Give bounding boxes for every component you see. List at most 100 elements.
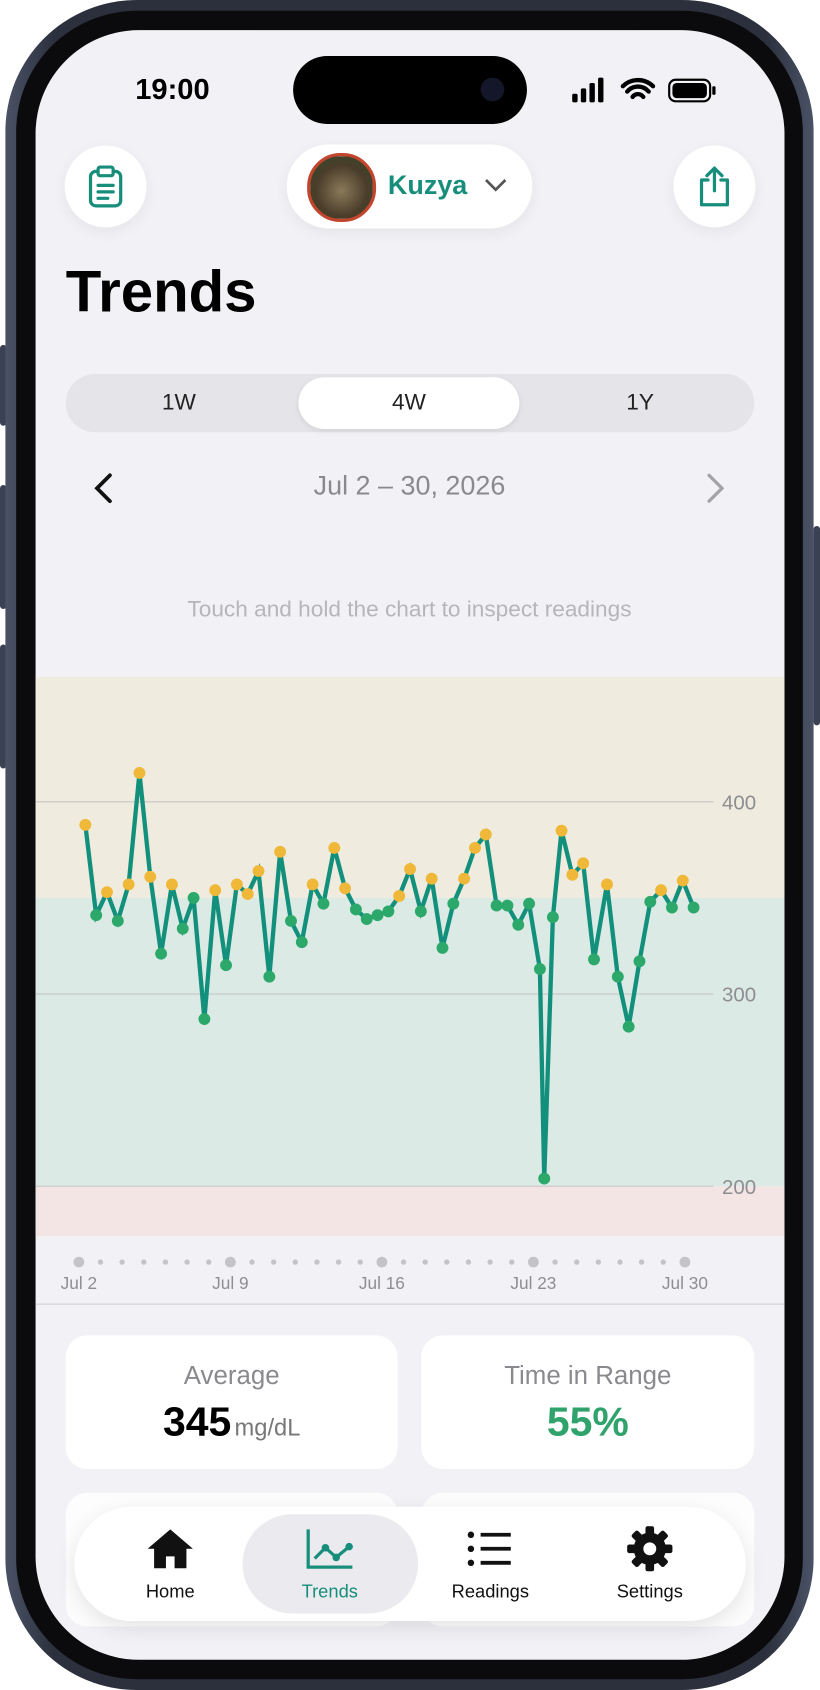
hint: Touch and hold the chart to inspect read…: [187, 597, 632, 622]
x-minor-tick: [141, 1259, 147, 1265]
tab-label: Trends: [301, 1581, 358, 1602]
x-tick-label: Jul 30: [662, 1273, 708, 1293]
reading-point: [512, 918, 525, 931]
band-high: [35, 676, 785, 898]
reading-point: [447, 897, 460, 910]
date-range: Jul 2 – 30, 2026: [313, 470, 506, 502]
camera: [480, 77, 505, 102]
stat-label: Average: [183, 1361, 280, 1391]
stat-card: Time in Range 55%: [421, 1335, 755, 1470]
segment-selected[interactable]: 4W: [298, 377, 520, 429]
reading-point: [371, 909, 384, 922]
reading-point: [79, 818, 92, 831]
x-minor-tick: [292, 1259, 298, 1265]
previous-button[interactable]: [91, 472, 117, 504]
segment[interactable]: 1Y: [626, 390, 654, 415]
pet-name: Kuzya: [387, 170, 468, 201]
x-minor-tick: [270, 1259, 277, 1265]
pet-avatar: [307, 153, 377, 223]
list-icon: [467, 1531, 511, 1567]
reading-point: [111, 915, 124, 927]
x-minor-tick: [162, 1259, 169, 1265]
pet-selector[interactable]: Kuzya: [286, 144, 533, 229]
chevron-down: [485, 179, 507, 192]
x-minor-tick: [206, 1259, 212, 1265]
x-minor-tick: [595, 1259, 602, 1265]
x-minor-tick: [97, 1259, 104, 1265]
reading-point: [144, 870, 157, 883]
x-minor-tick: [660, 1259, 666, 1265]
x-tick: [224, 1256, 236, 1268]
reading-point: [90, 909, 103, 922]
stat-label: Time in Range: [504, 1361, 672, 1391]
reading-point: [490, 899, 503, 912]
range-control: 1W 4W 1Y: [65, 373, 755, 433]
reading-point: [644, 895, 657, 908]
reading-point: [666, 901, 678, 914]
reading-point: [122, 878, 135, 891]
x-minor-tick: [314, 1259, 320, 1265]
reading-point: [393, 890, 406, 902]
stat-value: 345: [162, 1400, 232, 1446]
reading-point: [285, 915, 297, 927]
x-tick-label: Jul 2: [61, 1273, 97, 1293]
x-tick-label: Jul 23: [510, 1273, 556, 1293]
trend-chart[interactable]: 200 300 400 Jul 2 Jul 9 Jul 16 Jul 23 Jul 30: [35, 668, 785, 1315]
status-time: 19:00: [135, 73, 210, 106]
log-button[interactable]: [64, 145, 147, 228]
tab-home[interactable]: Home: [95, 1507, 246, 1603]
x-minor-tick: [509, 1259, 515, 1265]
reading-point: [577, 857, 590, 870]
trend-line: [83, 772, 696, 1179]
stat-card: Average 345 mg/dL: [65, 1335, 398, 1470]
x-minor-tick: [357, 1259, 363, 1265]
reading-point: [220, 959, 232, 972]
x-minor-tick: [552, 1259, 558, 1265]
reading-point: [425, 872, 438, 885]
x-tick: [528, 1256, 539, 1268]
tab-label: Readings: [451, 1581, 530, 1602]
reading-point: [555, 824, 568, 837]
reading-point: [601, 878, 613, 891]
band-low: [35, 1186, 785, 1237]
reading-point: [166, 878, 178, 891]
tab-settings[interactable]: Settings: [574, 1507, 725, 1603]
reading-point: [469, 842, 481, 854]
share-icon: [699, 166, 729, 207]
reading-point: [458, 872, 471, 885]
x-minor-tick: [184, 1259, 190, 1265]
reading-point: [687, 901, 700, 914]
reading-point: [187, 891, 200, 904]
reading-point: [339, 882, 352, 895]
reading-point: [176, 922, 189, 935]
reading-point: [209, 884, 222, 897]
reading-point: [382, 905, 395, 918]
x-minor-tick: [119, 1259, 125, 1265]
tab-readings[interactable]: Readings: [415, 1507, 566, 1603]
next-button[interactable]: [703, 472, 729, 504]
reading-point: [479, 828, 492, 841]
reading-point: [655, 884, 668, 897]
home-icon: [147, 1529, 193, 1569]
share-button[interactable]: [673, 145, 756, 228]
stat-value: 55%: [546, 1400, 629, 1446]
stat-unit: mg/dL: [234, 1414, 301, 1442]
status-icons: [572, 77, 716, 103]
x-minor-tick: [444, 1259, 450, 1265]
reading-point: [611, 970, 624, 983]
y-tick-label: 300: [722, 984, 756, 1007]
gear-icon: [627, 1526, 673, 1572]
reading-point: [317, 897, 330, 910]
reading-point: [328, 842, 341, 854]
reading-point: [241, 888, 254, 901]
tab-trends[interactable]: Trends: [254, 1507, 405, 1603]
reading-point: [414, 905, 427, 918]
y-tick-label: 400: [722, 791, 756, 814]
x-tick-label: Jul 9: [212, 1273, 248, 1293]
reading-point: [155, 947, 168, 960]
side-button: [0, 485, 7, 609]
reading-point: [230, 878, 243, 891]
segment[interactable]: 1W: [161, 390, 196, 415]
x-minor-tick: [422, 1259, 428, 1265]
